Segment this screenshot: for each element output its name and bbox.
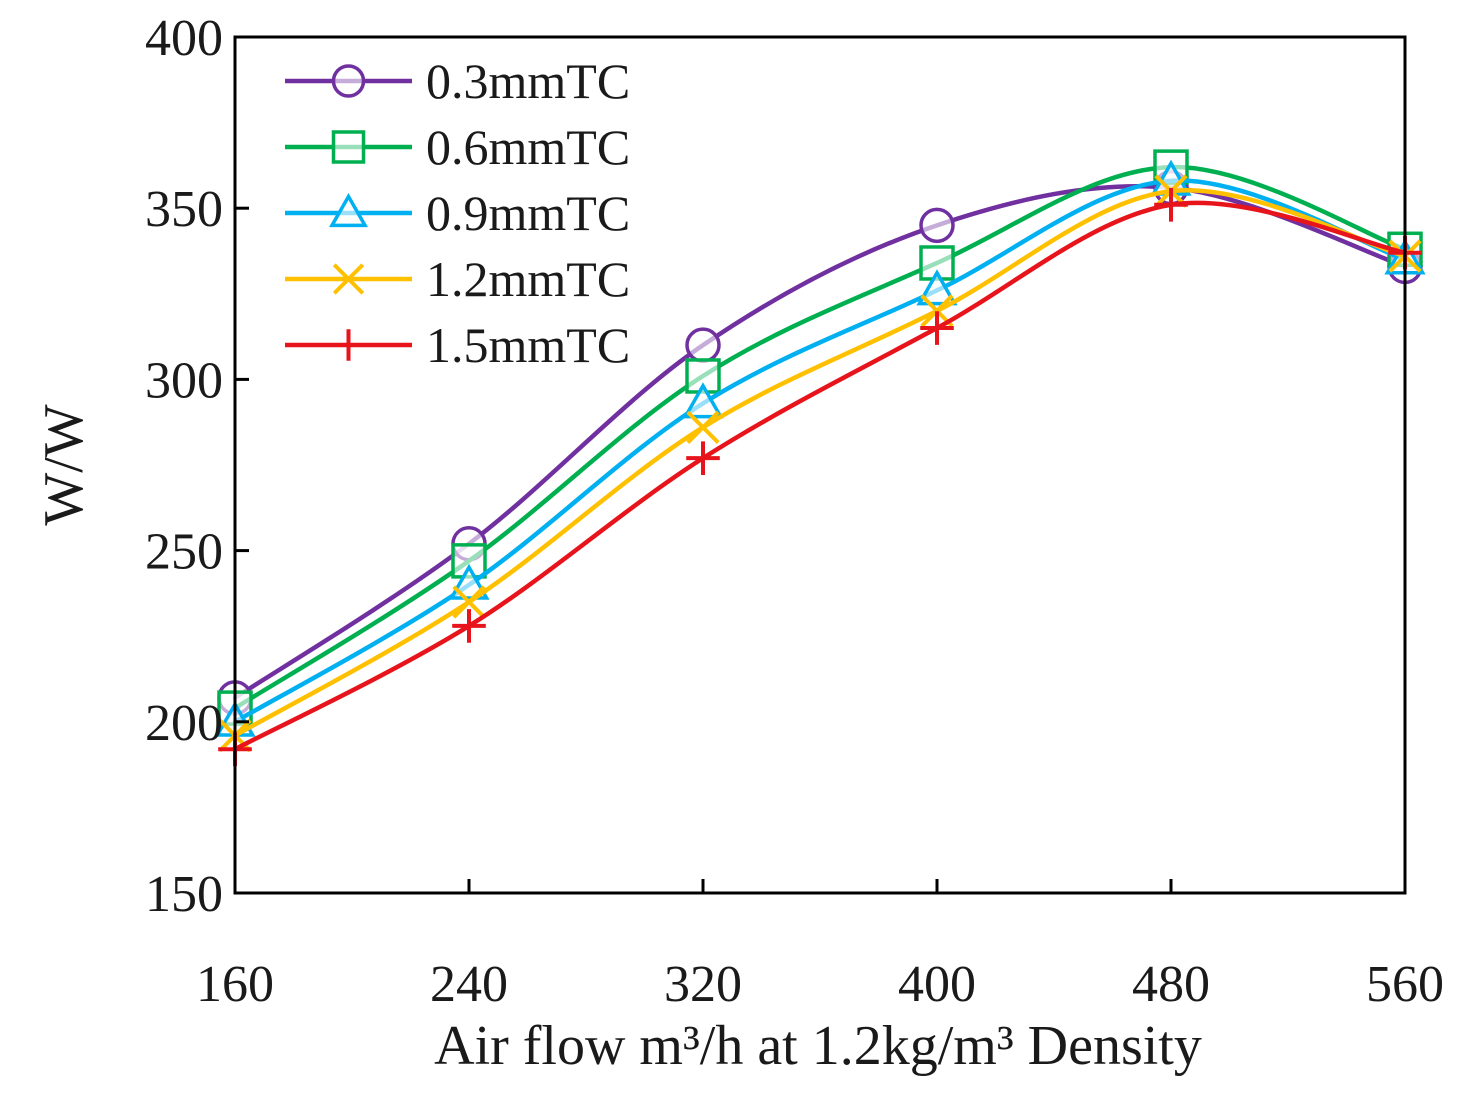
data-point-triangle bbox=[328, 192, 369, 228]
data-point-x bbox=[452, 585, 486, 619]
data-point-triangle bbox=[682, 382, 724, 419]
y-tick-label: 400 bbox=[145, 10, 223, 67]
legend-label: 0.3mmTC bbox=[426, 53, 630, 109]
series-line bbox=[232, 200, 1408, 752]
y-tick-label: 350 bbox=[145, 181, 223, 238]
data-point-plus bbox=[920, 311, 954, 345]
legend-item: 1.2mmTC bbox=[285, 251, 630, 307]
data-point-plus bbox=[332, 329, 365, 361]
legend-label: 0.9mmTC bbox=[426, 185, 630, 241]
y-tick-label: 250 bbox=[145, 524, 223, 581]
data-point-circle bbox=[685, 327, 721, 363]
x-tick-label: 560 bbox=[1366, 956, 1444, 1013]
x-axis-title: Air flow m³/h at 1.2kg/m³ Density bbox=[434, 1015, 1202, 1077]
series-layer bbox=[214, 149, 1426, 766]
legend-label: 0.6mmTC bbox=[426, 119, 630, 175]
data-point-square bbox=[331, 130, 366, 164]
data-point-x bbox=[686, 410, 720, 444]
series-0.9mmTC bbox=[214, 159, 1426, 737]
series-0.6mmTC bbox=[217, 149, 1423, 726]
y-axis-title: W/W bbox=[33, 404, 95, 525]
data-point-plus bbox=[452, 609, 486, 643]
series-line bbox=[232, 164, 1408, 711]
series-line bbox=[232, 187, 1408, 738]
x-tick-label: 240 bbox=[430, 956, 508, 1013]
x-tick-label: 320 bbox=[664, 956, 742, 1013]
legend-label: 1.5mmTC bbox=[426, 317, 630, 373]
x-tick-label: 400 bbox=[898, 956, 976, 1013]
data-point-triangle bbox=[916, 269, 958, 306]
legend-item: 0.6mmTC bbox=[285, 119, 630, 175]
y-tick-label: 300 bbox=[145, 352, 223, 409]
x-tick-label: 480 bbox=[1132, 956, 1210, 1013]
legend: 0.3mmTC 0.6mmTC 0.9mmTC 1.2mmTC 1.5mmTC bbox=[285, 53, 630, 373]
y-tick-label: 200 bbox=[145, 695, 223, 752]
y-tick-label: 150 bbox=[145, 866, 223, 923]
data-point-plus bbox=[686, 441, 720, 475]
data-point-x bbox=[332, 263, 365, 295]
legend-item: 0.3mmTC bbox=[285, 53, 630, 109]
x-tick-label: 160 bbox=[196, 956, 274, 1013]
legend-item: 1.5mmTC bbox=[285, 317, 630, 373]
series-line bbox=[232, 178, 1408, 725]
data-point-plus bbox=[1154, 187, 1188, 222]
plot-area-frame bbox=[233, 35, 1407, 895]
legend-item: 0.9mmTC bbox=[285, 185, 630, 241]
axis-ticks: 150 200 250 300 350 400 160 240 320 400 480 560 bbox=[145, 10, 1444, 1013]
legend-label: 1.2mmTC bbox=[426, 251, 630, 307]
data-point-circle bbox=[919, 207, 955, 244]
data-point-circle bbox=[331, 64, 366, 98]
series-0.3mmTC bbox=[217, 169, 1423, 716]
